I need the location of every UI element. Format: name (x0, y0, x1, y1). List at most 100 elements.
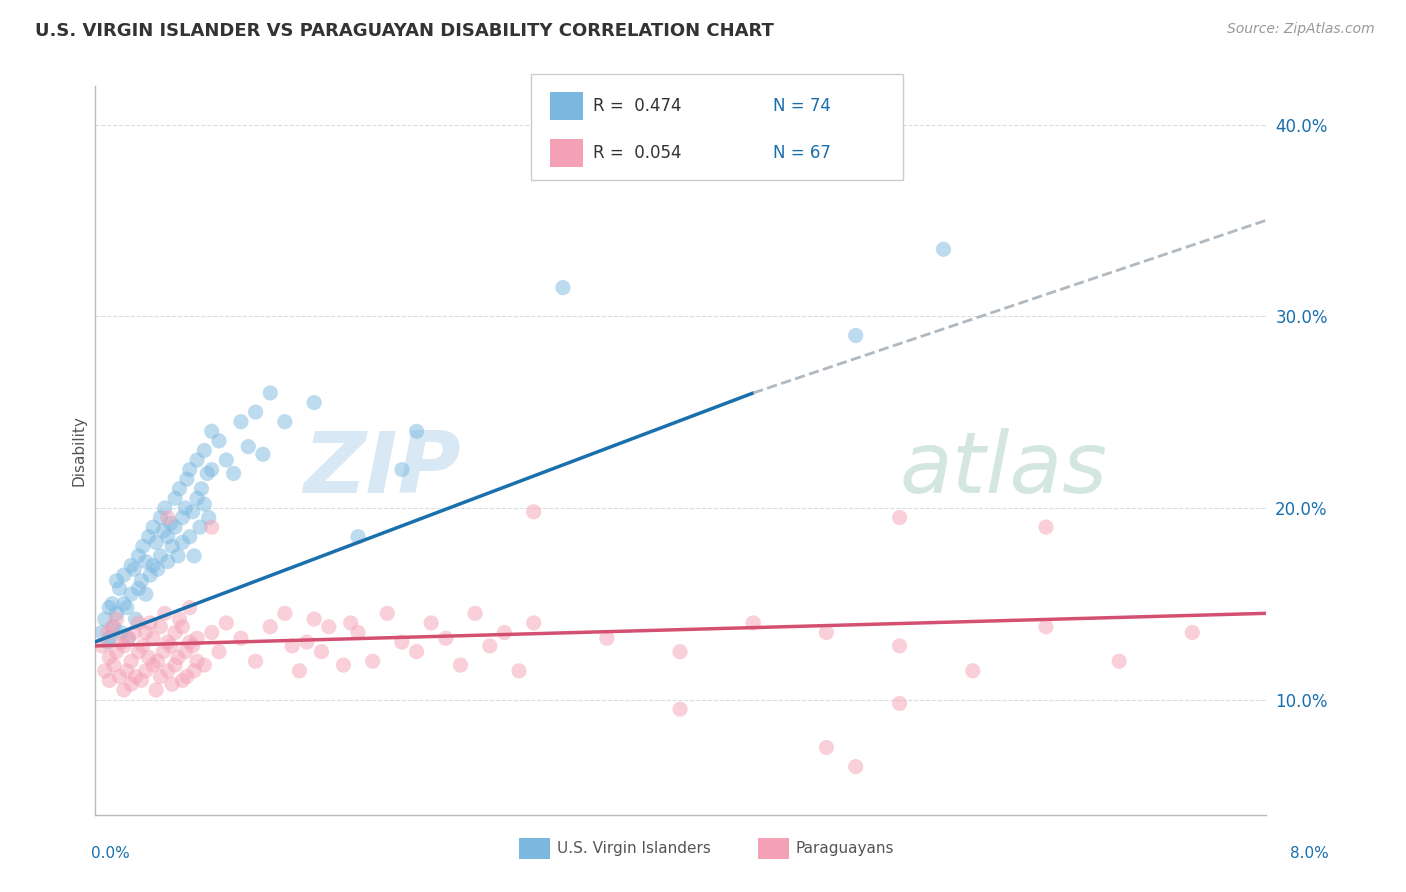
Point (845, 328, 868, 343)
Point (108, 582, 131, 596)
Point (311, 645, 333, 659)
Point (152, 524, 174, 538)
Point (669, 645, 692, 659)
Point (815, 740, 838, 755)
Point (97, 635, 120, 649)
Point (245, 654, 267, 668)
Point (252, 447, 274, 461)
Point (302, 612, 325, 626)
Point (190, 482, 212, 496)
Point (105, 607, 128, 621)
Point (138, 530, 160, 544)
Text: N = 74: N = 74 (773, 97, 831, 115)
Point (110, 635, 132, 649)
Point (156, 510, 179, 524)
Point (146, 654, 169, 668)
Point (120, 558, 142, 573)
Point (188, 520, 211, 534)
Point (112, 597, 135, 611)
Point (229, 632, 252, 646)
Point (146, 562, 169, 576)
Point (186, 632, 208, 646)
Text: N = 67: N = 67 (773, 145, 831, 162)
Point (318, 620, 340, 634)
Point (112, 639, 135, 653)
Point (274, 415, 297, 429)
Point (112, 683, 135, 698)
Point (105, 645, 128, 659)
Point (117, 632, 139, 646)
Text: U.S. VIRGIN ISLANDER VS PARAGUAYAN DISABILITY CORRELATION CHART: U.S. VIRGIN ISLANDER VS PARAGUAYAN DISAB… (35, 22, 775, 40)
Point (889, 697, 911, 711)
Point (197, 510, 219, 524)
Point (97, 625, 120, 640)
Point (434, 632, 457, 646)
Point (222, 467, 245, 481)
Point (183, 549, 205, 563)
Point (179, 600, 201, 615)
Point (229, 415, 252, 429)
Point (156, 530, 179, 544)
Point (523, 505, 546, 519)
Point (176, 670, 198, 684)
Point (169, 482, 191, 496)
Point (889, 639, 911, 653)
Point (110, 625, 132, 640)
Point (167, 549, 190, 563)
Point (464, 607, 486, 621)
Point (551, 280, 574, 294)
Point (259, 386, 281, 401)
Point (193, 443, 215, 458)
Point (115, 664, 138, 678)
Point (103, 620, 125, 634)
Point (375, 607, 398, 621)
Point (815, 625, 838, 640)
Point (596, 632, 619, 646)
Point (98, 632, 121, 646)
Point (450, 658, 472, 673)
Text: atlas: atlas (900, 428, 1108, 511)
Point (156, 635, 179, 649)
Point (127, 549, 149, 563)
Text: R =  0.054: R = 0.054 (593, 145, 682, 162)
Point (208, 645, 231, 659)
Point (186, 453, 208, 467)
Point (145, 535, 167, 549)
Point (98, 600, 121, 615)
Point (131, 574, 153, 588)
Point (174, 500, 197, 515)
Point (174, 645, 197, 659)
Point (156, 664, 179, 678)
Point (101, 620, 124, 634)
Point (98, 673, 121, 688)
Point (165, 520, 187, 534)
Point (201, 625, 224, 640)
Point (186, 491, 208, 506)
Point (332, 658, 354, 673)
Point (238, 440, 260, 454)
Point (169, 612, 191, 626)
Point (295, 635, 318, 649)
Point (90, 639, 112, 653)
Point (132, 639, 155, 653)
Point (281, 639, 304, 653)
Point (138, 650, 160, 665)
Point (478, 639, 501, 653)
Point (131, 673, 153, 688)
Point (101, 597, 124, 611)
Point (120, 587, 142, 601)
Point (124, 670, 146, 684)
Point (288, 664, 311, 678)
Point (149, 549, 172, 563)
Point (135, 555, 157, 569)
Text: R =  0.474: R = 0.474 (593, 97, 682, 115)
Point (1035, 520, 1057, 534)
Point (347, 625, 370, 640)
Point (245, 405, 267, 419)
Point (172, 510, 194, 524)
Point (181, 505, 204, 519)
Point (259, 620, 281, 634)
Point (127, 615, 149, 630)
Point (420, 615, 443, 630)
Point (845, 759, 868, 773)
